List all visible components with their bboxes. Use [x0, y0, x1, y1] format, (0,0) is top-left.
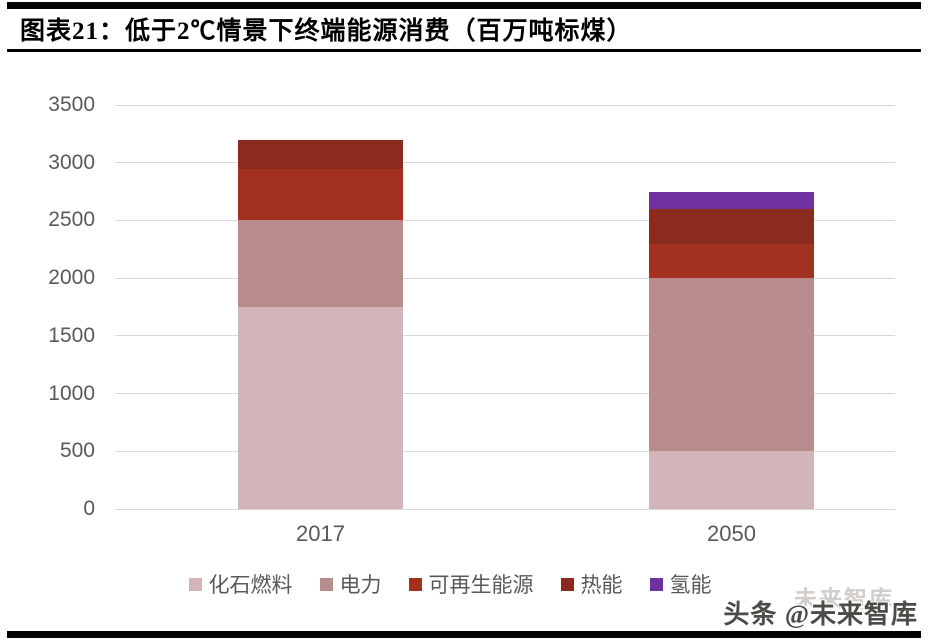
- legend-swatch-icon: [649, 577, 663, 591]
- y-tick-label-2000: 2000: [48, 266, 95, 290]
- title-rule: [7, 49, 921, 52]
- y-tick-label-3500: 3500: [48, 93, 95, 116]
- legend-label: 热能: [580, 573, 623, 597]
- gridline-1500: [115, 335, 895, 337]
- bar-segment-2017-化石燃料: [238, 307, 403, 509]
- bar-segment-2050-热能: [649, 208, 814, 244]
- gridline-0: [115, 508, 895, 510]
- x-tick-label-2017: 2017: [296, 521, 345, 546]
- top-rule: [7, 2, 921, 9]
- bar-segment-2017-电力: [238, 220, 403, 307]
- y-tick-label-1000: 1000: [48, 381, 95, 405]
- y-tick-label-0: 0: [83, 497, 95, 520]
- legend-item-电力: 电力: [319, 569, 382, 599]
- bar-segment-2050-化石燃料: [649, 451, 814, 509]
- watermark: 未来智库 头条 @未来智库: [698, 586, 918, 629]
- chart-title: 图表21：低于2℃情景下终端能源消费（百万吨标煤）: [20, 18, 633, 45]
- legend-label: 可再生能源: [428, 573, 534, 597]
- y-axis: 0 500 1000 1500 2000 2500 3000 3500: [30, 94, 95, 520]
- legend-label: 电力: [339, 573, 382, 597]
- legend-label: 氢能: [669, 573, 712, 597]
- gridline-2000: [115, 277, 895, 279]
- legend-swatch-icon: [408, 577, 422, 591]
- bar-segment-2017-热能: [238, 139, 403, 169]
- watermark-ghost-text: 未来智库: [794, 587, 894, 612]
- gridline-500: [115, 450, 895, 452]
- y-tick-label-1500: 1500: [48, 323, 95, 347]
- legend-swatch-icon: [188, 577, 202, 591]
- plot-area: [115, 104, 895, 510]
- bar-segment-2050-可再生能源: [649, 243, 814, 279]
- legend-swatch-icon: [560, 577, 574, 591]
- watermark-text: 头条 @未来智库: [723, 600, 918, 629]
- legend-swatch-icon: [319, 577, 333, 591]
- legend-label: 化石燃料: [208, 573, 293, 597]
- gridline-1000: [115, 393, 895, 395]
- gridline-3000: [115, 162, 895, 164]
- gridline-2500: [115, 219, 895, 221]
- legend-item-热能: 热能: [560, 569, 623, 599]
- bar-segment-2017-可再生能源: [238, 168, 403, 221]
- y-tick-label-2500: 2500: [48, 208, 95, 232]
- legend: 化石燃料 电力 可再生能源 热能 氢能: [60, 569, 840, 599]
- bar-segment-2050-氢能: [649, 191, 814, 209]
- legend-item-氢能: 氢能: [649, 569, 712, 599]
- bottom-rule: [7, 631, 921, 638]
- bar-segment-2050-电力: [649, 278, 814, 452]
- x-tick-label-2050: 2050: [707, 521, 756, 546]
- legend-item-可再生能源: 可再生能源: [408, 569, 534, 599]
- gridline-3500: [115, 104, 895, 106]
- y-tick-label-3000: 3000: [48, 150, 95, 174]
- legend-item-化石燃料: 化石燃料: [188, 569, 293, 599]
- y-tick-label-500: 500: [59, 439, 95, 463]
